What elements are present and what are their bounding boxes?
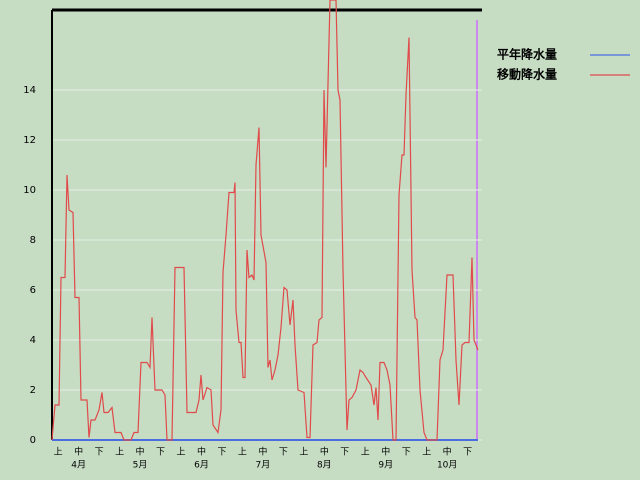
x-tick-label: 上 (299, 447, 308, 458)
x-tick-label: 上 (361, 447, 370, 458)
x-tick-label: 上 (115, 447, 124, 458)
month-label: 7月 (256, 460, 271, 471)
x-tick-label: 下 (463, 448, 472, 458)
x-tick-label: 中 (443, 446, 452, 458)
x-tick-label: 下 (217, 448, 226, 458)
x-tick-label: 上 (176, 447, 185, 458)
month-label: 6月 (194, 460, 209, 471)
x-tick-label: 中 (258, 446, 267, 458)
month-label: 5月 (133, 460, 148, 471)
y-tick-label: 0 (30, 435, 36, 446)
x-tick-label: 中 (74, 446, 83, 458)
x-tick-label: 上 (54, 447, 63, 458)
x-tick-label: 下 (156, 448, 165, 458)
y-tick-label: 8 (30, 235, 36, 246)
month-label: 4月 (71, 460, 86, 471)
x-tick-label: 中 (381, 446, 390, 458)
x-tick-label: 下 (340, 448, 349, 458)
legend-label: 移動降水量 (497, 67, 557, 82)
x-tick-label: 上 (422, 447, 431, 458)
y-tick-label: 10 (23, 185, 36, 196)
x-tick-label: 下 (279, 448, 288, 458)
y-tick-label: 6 (30, 285, 36, 296)
x-tick-label: 中 (320, 446, 329, 458)
x-tick-label: 上 (238, 447, 247, 458)
month-label: 10月 (437, 460, 457, 471)
y-tick-label: 12 (23, 135, 36, 146)
month-label: 8月 (317, 460, 332, 471)
x-tick-label: 下 (95, 448, 104, 458)
y-tick-label: 14 (23, 85, 36, 96)
x-tick-label: 中 (136, 446, 145, 458)
y-tick-label: 2 (30, 385, 36, 396)
y-tick-label: 4 (30, 335, 36, 346)
legend-label: 平年降水量 (497, 47, 557, 62)
series-line (51, 0, 479, 441)
x-tick-label: 下 (402, 448, 411, 458)
x-tick-label: 中 (197, 446, 206, 458)
month-label: 9月 (378, 460, 393, 471)
